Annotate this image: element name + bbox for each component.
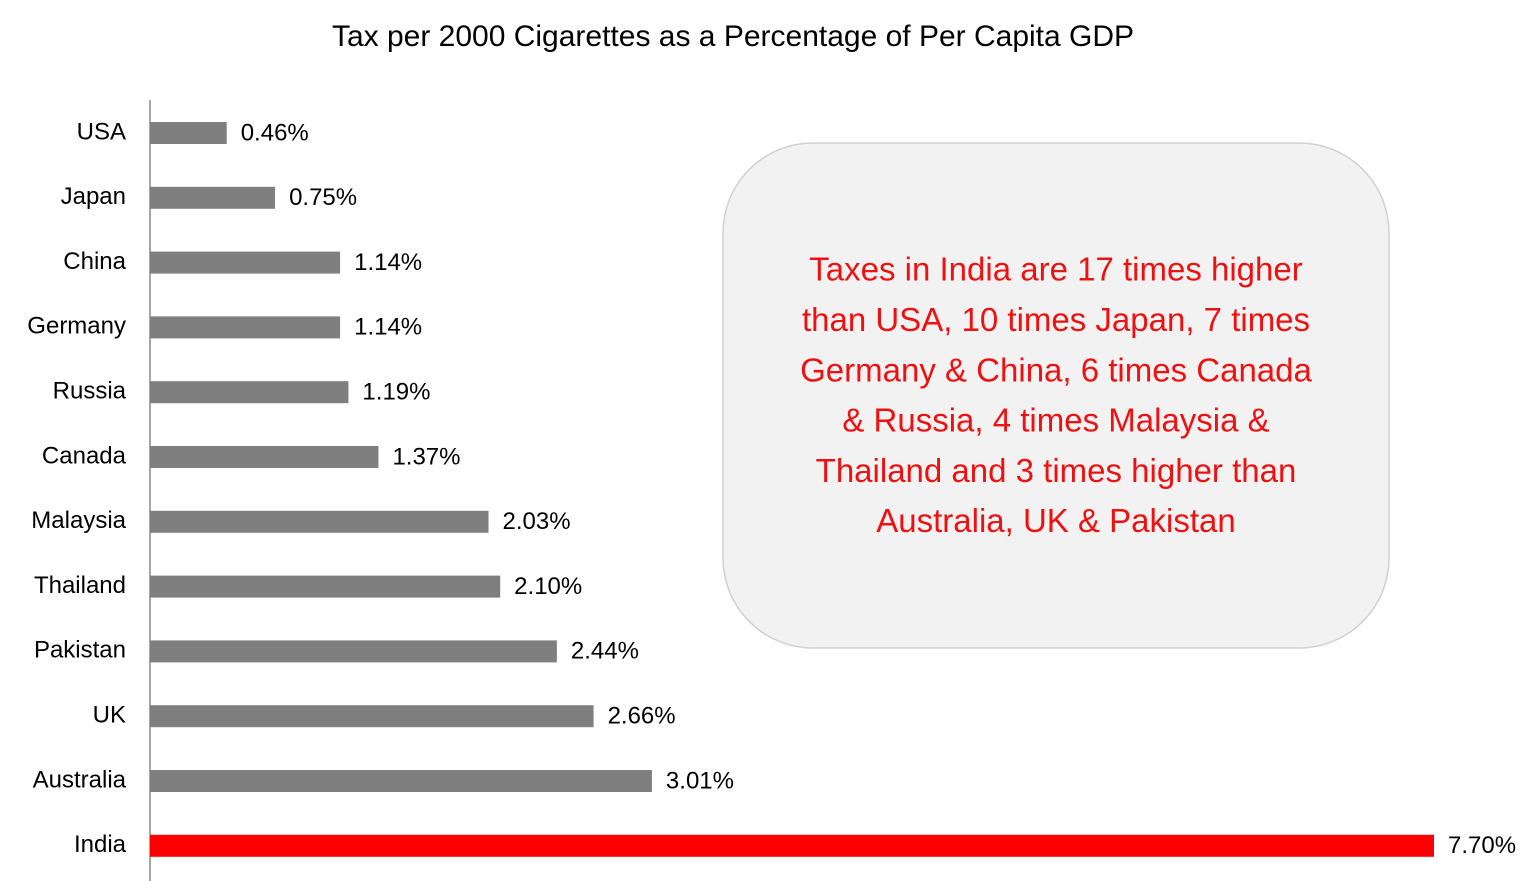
annotation-text: Germany & China, 6 times Canada — [800, 351, 1312, 388]
value-label: 0.75% — [289, 184, 357, 211]
value-label: 1.14% — [354, 249, 422, 276]
value-label: 2.66% — [608, 703, 676, 730]
y-tick-label: Japan — [61, 183, 126, 210]
bar — [150, 446, 379, 468]
y-tick-label: China — [63, 248, 126, 275]
y-tick-label: Pakistan — [34, 637, 126, 664]
value-label: 1.14% — [354, 314, 422, 341]
value-label: 2.10% — [514, 573, 582, 600]
bar — [150, 316, 341, 339]
y-tick-label: Australia — [33, 766, 127, 793]
annotation-box — [722, 142, 1390, 649]
y-tick-label: Canada — [42, 442, 127, 469]
bar — [150, 834, 1434, 857]
bar — [150, 510, 489, 533]
bar — [150, 705, 594, 728]
value-label: 2.03% — [503, 508, 571, 535]
annotation-text: & Russia, 4 times Malaysia & — [842, 402, 1269, 439]
bar — [150, 640, 557, 663]
bar — [150, 381, 349, 404]
y-tick-label: Germany — [27, 313, 126, 340]
bar — [150, 770, 652, 792]
value-label: 7.70% — [1448, 832, 1516, 859]
y-tick-label: USA — [77, 118, 126, 145]
y-tick-label: India — [74, 831, 127, 858]
value-label: 0.46% — [241, 119, 309, 146]
y-tick-label: Thailand — [34, 572, 126, 599]
annotation-text: than USA, 10 times Japan, 7 times — [802, 301, 1310, 338]
annotation-text: Thailand and 3 times higher than — [816, 452, 1297, 489]
y-tick-label: Russia — [53, 378, 127, 405]
annotation-text: Taxes in India are 17 times higher — [809, 251, 1302, 288]
bar — [150, 122, 227, 144]
value-label: 1.19% — [362, 379, 430, 406]
value-label: 3.01% — [666, 767, 734, 794]
value-label: 2.44% — [571, 638, 639, 665]
bar — [150, 186, 276, 209]
bar — [150, 575, 501, 598]
bar — [150, 251, 341, 274]
chart-title: Tax per 2000 Cigarettes as a Percentage … — [332, 20, 1134, 53]
annotation-text: Australia, UK & Pakistan — [876, 502, 1236, 539]
y-tick-label: Malaysia — [31, 507, 126, 534]
value-label: 1.37% — [392, 443, 460, 470]
y-tick-label: UK — [93, 702, 126, 729]
